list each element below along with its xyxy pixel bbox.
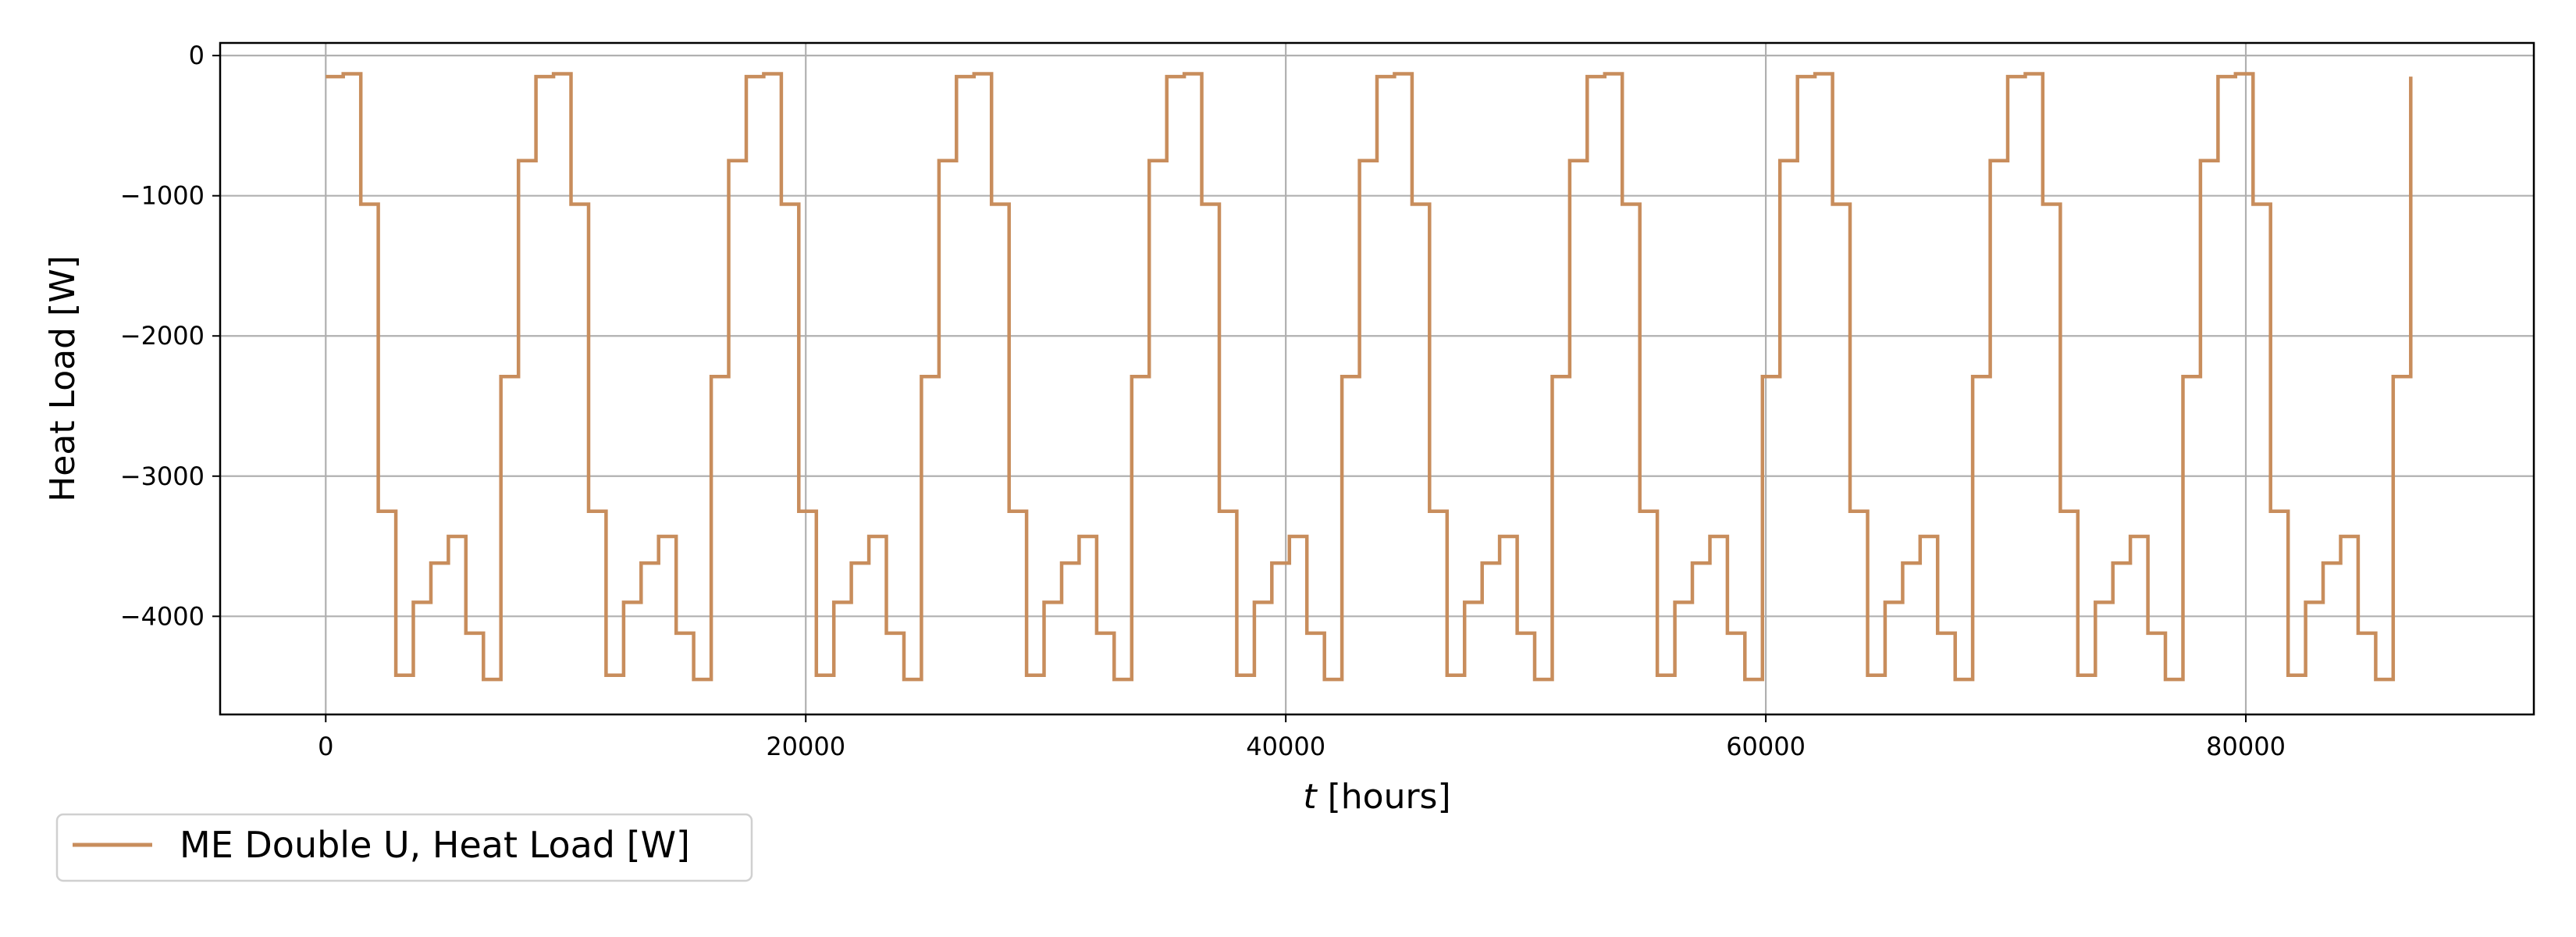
y-tick-label: −1000: [120, 181, 205, 211]
y-tick-label: −3000: [120, 461, 205, 491]
x-axis: 0 20000 40000 60000 80000: [318, 714, 2286, 761]
y-axis: 0 −1000 −2000 −3000 −4000: [120, 41, 220, 631]
y-tick-label: −2000: [120, 321, 205, 351]
y-tick-label: 0: [189, 41, 205, 70]
x-tick-label: 80000: [2206, 732, 2286, 761]
legend-box: [55, 813, 753, 882]
series-line-me-double-u: [326, 72, 2413, 682]
legend-entry-label: ME Double U, Heat Load [W]: [180, 824, 690, 866]
y-tick-label: −4000: [120, 601, 205, 631]
plot-frame: [219, 41, 2535, 716]
series-layer: [326, 72, 2413, 682]
x-axis-label: t [hours]: [1303, 777, 1450, 817]
y-axis-label: Heat Load [W]: [43, 255, 83, 502]
x-tick-label: 40000: [1246, 732, 1325, 761]
x-tick-label: 60000: [1726, 732, 1806, 761]
x-tick-label: 20000: [766, 732, 845, 761]
legend: ME Double U, Heat Load [W]: [55, 813, 753, 882]
x-tick-label: 0: [318, 732, 333, 761]
